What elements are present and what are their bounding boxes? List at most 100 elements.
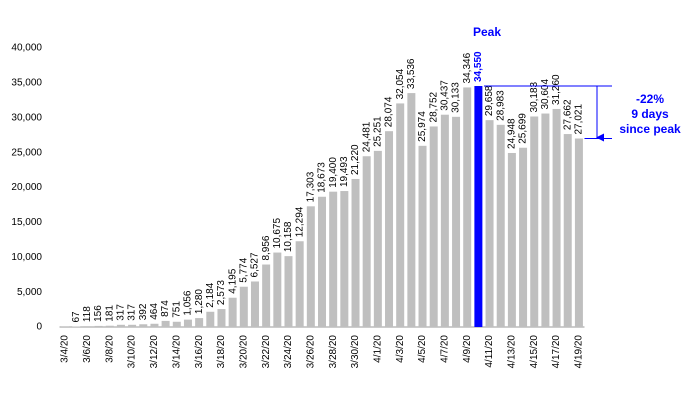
bar — [139, 324, 148, 327]
x-tick-label: 3/22/20 — [261, 335, 272, 369]
x-tick-label: 3/10/20 — [127, 335, 138, 369]
x-tick-label: 3/24/20 — [283, 335, 294, 369]
value-label: 18,673 — [317, 162, 328, 193]
x-tick-label: 3/6/20 — [82, 335, 93, 363]
since-annotation: since peak — [619, 122, 681, 136]
bar — [574, 138, 583, 327]
value-label: 392 — [138, 303, 149, 320]
value-label: 2,573 — [216, 280, 227, 305]
x-tick-label: 4/17/20 — [551, 335, 562, 369]
value-label: 29,658 — [484, 85, 495, 116]
x-tick-label: 3/4/20 — [60, 335, 71, 363]
value-label: 1,056 — [183, 290, 194, 315]
value-label: 317 — [127, 304, 138, 321]
value-label: 30,183 — [529, 81, 540, 112]
bar — [496, 124, 505, 328]
bar — [463, 87, 472, 328]
bar — [362, 156, 371, 327]
value-label: 156 — [93, 305, 104, 322]
value-label: 19,400 — [328, 157, 339, 188]
x-tick-label: 4/3/20 — [395, 335, 406, 363]
value-label: 19,493 — [339, 156, 350, 187]
bar — [474, 86, 483, 327]
bar — [206, 311, 215, 327]
bar — [172, 321, 181, 327]
bar — [183, 319, 192, 327]
bar — [105, 325, 114, 327]
x-tick-label: 3/12/20 — [149, 335, 160, 369]
bar — [83, 326, 92, 327]
value-label: 21,220 — [350, 144, 361, 175]
value-label: 8,956 — [261, 235, 272, 260]
value-label: 28,752 — [428, 91, 439, 122]
y-tick-label: 0 — [36, 322, 42, 333]
bar — [161, 320, 170, 327]
change-annotation: -22% — [636, 92, 664, 106]
bar — [94, 325, 103, 327]
value-label: 1,280 — [194, 289, 205, 314]
x-tick-label: 3/14/20 — [171, 335, 182, 369]
x-tick-label: 4/5/20 — [417, 335, 428, 363]
bar — [385, 131, 394, 327]
bar — [563, 134, 572, 327]
bar — [329, 191, 338, 327]
x-tick-label: 3/18/20 — [216, 335, 227, 369]
y-tick-label: 5,000 — [17, 287, 42, 298]
value-label: 31,260 — [551, 74, 562, 105]
value-label: 2,184 — [205, 282, 216, 307]
x-tick-label: 4/11/20 — [484, 335, 495, 368]
bar — [340, 191, 349, 327]
bar — [485, 120, 494, 327]
bar — [552, 108, 561, 327]
value-label: 24,481 — [361, 121, 372, 152]
bar — [228, 297, 237, 327]
value-label: 5,774 — [238, 257, 249, 282]
value-label: 10,158 — [283, 221, 294, 252]
bar — [195, 318, 204, 327]
bar — [507, 152, 516, 327]
value-label: 10,675 — [272, 218, 283, 249]
value-label: 24,948 — [507, 118, 518, 149]
bar — [239, 286, 248, 327]
value-label: 67 — [71, 311, 82, 323]
x-tick-label: 3/30/20 — [350, 335, 361, 369]
bar — [351, 178, 360, 327]
value-label: 30,437 — [440, 80, 451, 111]
value-label: 28,074 — [384, 96, 395, 127]
x-tick-label: 3/26/20 — [305, 335, 316, 369]
value-label: 25,974 — [417, 111, 428, 142]
x-tick-label: 3/28/20 — [328, 335, 339, 369]
bar — [250, 281, 259, 327]
bar — [452, 116, 461, 327]
y-tick-label: 30,000 — [11, 112, 42, 123]
value-label: 34,550 — [473, 51, 484, 82]
x-tick-label: 4/1/20 — [372, 335, 383, 363]
bar — [295, 241, 304, 327]
bar — [530, 116, 539, 327]
bar — [373, 150, 382, 327]
bar — [217, 309, 226, 327]
bar — [440, 114, 449, 327]
value-label: 751 — [171, 301, 182, 318]
value-label: 33,536 — [406, 58, 417, 89]
value-label: 34,346 — [462, 52, 473, 83]
value-label: 25,699 — [518, 113, 529, 144]
bar — [262, 264, 271, 327]
x-tick-label: 3/8/20 — [104, 335, 115, 363]
x-tick-label: 4/7/20 — [440, 335, 451, 363]
value-label: 28,983 — [495, 90, 506, 121]
value-label: 4,195 — [227, 268, 238, 293]
value-label: 181 — [104, 305, 115, 322]
value-label: 30,604 — [540, 79, 551, 110]
y-tick-label: 35,000 — [11, 78, 42, 89]
y-tick-label: 25,000 — [11, 147, 42, 158]
bar — [396, 103, 405, 328]
bar — [318, 196, 326, 327]
bar — [273, 252, 282, 327]
value-label: 17,303 — [305, 171, 316, 202]
value-label: 317 — [116, 304, 127, 321]
bar — [128, 324, 137, 327]
value-label: 464 — [149, 303, 160, 320]
